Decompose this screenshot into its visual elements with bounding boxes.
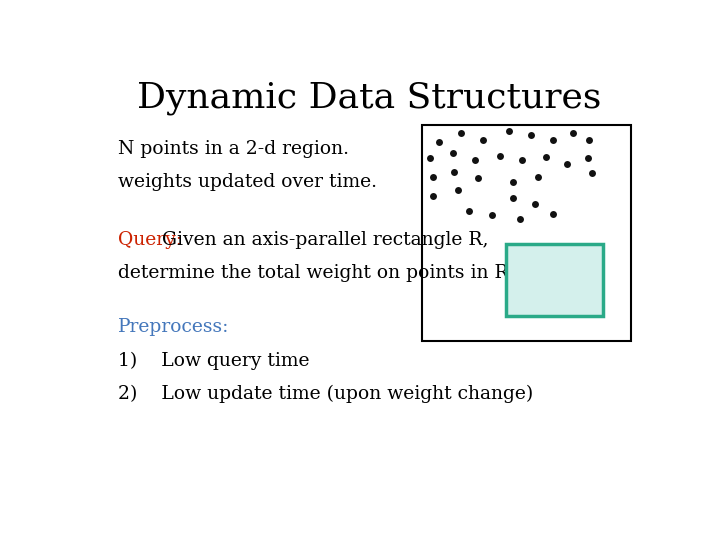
Text: N points in a 2-d region.: N points in a 2-d region. [118, 140, 349, 158]
Text: Query:: Query: [118, 231, 182, 249]
Text: Dynamic Data Structures: Dynamic Data Structures [137, 82, 601, 116]
Text: Given an axis-parallel rectangle R,: Given an axis-parallel rectangle R, [156, 231, 488, 249]
Bar [422, 125, 631, 341]
Text: 1)    Low query time: 1) Low query time [118, 352, 310, 370]
Text: weights updated over time.: weights updated over time. [118, 173, 377, 191]
Text: determine the total weight on points in R.: determine the total weight on points in … [118, 265, 514, 282]
Bar [505, 244, 603, 316]
Text: 2)    Low update time (upon weight change): 2) Low update time (upon weight change) [118, 385, 533, 403]
Text: Preprocess:: Preprocess: [118, 319, 229, 336]
